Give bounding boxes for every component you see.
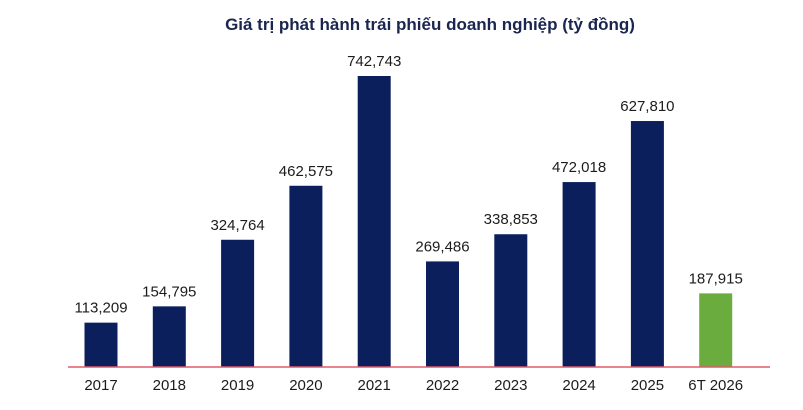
data-label: 187,915 [689,270,743,287]
bar-2023 [494,234,528,367]
x-tick-label: 6T 2026 [688,377,743,394]
bar-2020 [289,185,323,367]
x-tick-label: 2018 [153,377,186,394]
x-tick-label: 2023 [494,377,527,394]
bar-2019 [221,239,255,367]
x-tick-label: 2017 [84,377,117,394]
bar-2021 [357,76,391,367]
data-label: 324,764 [210,217,264,234]
x-tick-label: 2022 [426,377,459,394]
x-tick-label: 2019 [221,377,254,394]
x-tick-label: 2020 [289,377,322,394]
data-label: 269,486 [415,238,469,255]
bar-2025 [630,121,664,367]
bar-2017 [84,322,118,367]
bar-2024 [562,182,596,367]
chart-title: Giá trị phát hành trái phiếu doanh nghiệ… [225,15,635,34]
x-tick-label: 2025 [631,377,664,394]
data-label: 472,018 [552,159,606,176]
data-label: 154,795 [142,283,196,300]
data-label: 338,853 [484,211,538,228]
x-tick-label: 2021 [358,377,391,394]
data-label: 113,209 [74,300,127,317]
data-label: 742,743 [347,53,401,70]
data-label: 627,810 [620,98,674,115]
bar-2018 [152,306,186,367]
x-tick-label: 2024 [562,377,595,394]
bar-6t-2026 [699,293,733,367]
data-label: 462,575 [279,163,333,180]
bar-2022 [426,261,459,367]
